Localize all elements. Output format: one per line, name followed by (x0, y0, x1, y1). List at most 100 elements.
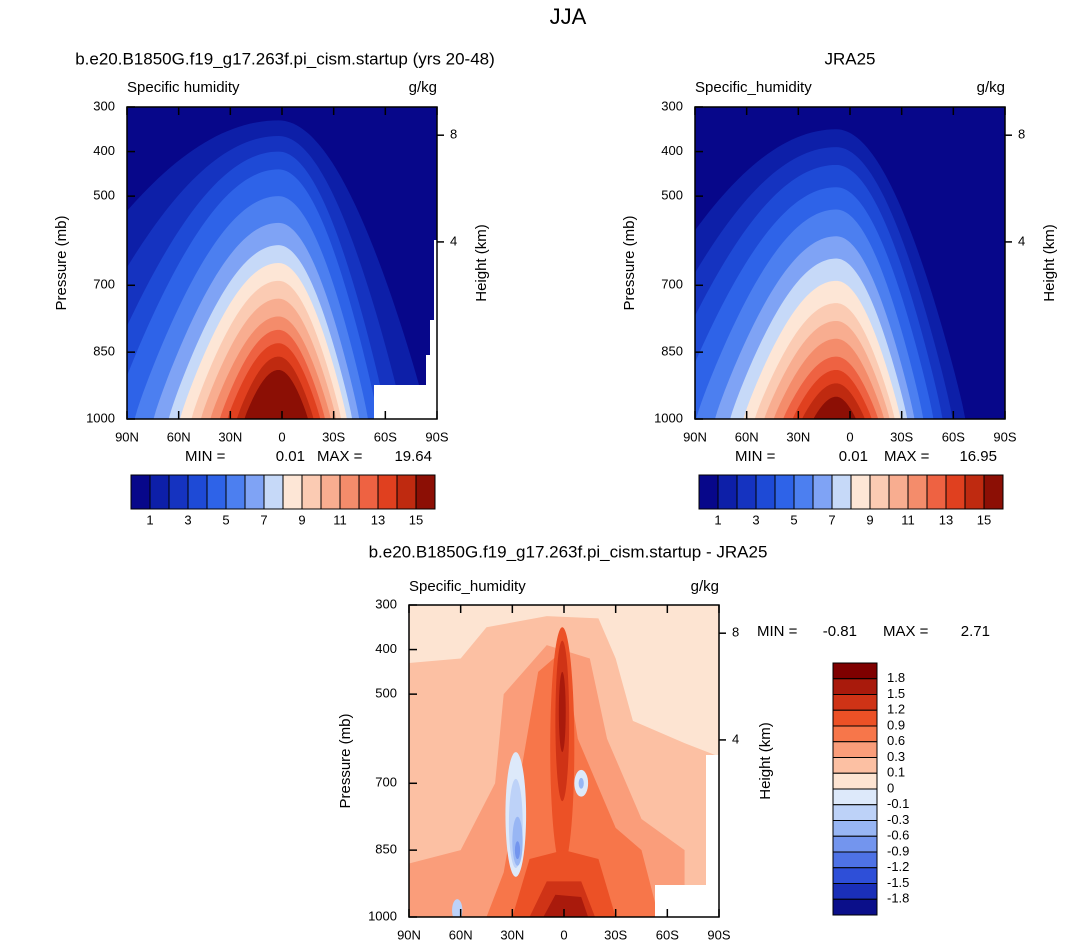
colorbar-label: 0.9 (887, 717, 905, 732)
colorbar-box (736, 474, 757, 510)
y2-axis-label: Height (km) (473, 224, 490, 302)
colorbar-box (926, 474, 947, 510)
max-value: 16.95 (959, 448, 997, 465)
contour-fill (558, 671, 566, 753)
contour-field (127, 107, 437, 419)
x-tick-label: 90S (707, 927, 730, 942)
colorbar-label: 5 (222, 512, 229, 527)
units: g/kg (977, 79, 1005, 96)
x-tick-label: 90N (397, 927, 421, 942)
y-tick-label: 500 (375, 686, 397, 701)
colorbar-label: 9 (866, 512, 873, 527)
colorbar-label: 0 (887, 780, 894, 795)
units: g/kg (691, 578, 719, 595)
max-label: MAX = (884, 448, 930, 465)
contour-fill (452, 899, 463, 917)
x-tick-label: 60N (449, 927, 473, 942)
colorbar-label: -1.8 (887, 891, 909, 906)
colorbar-label: -1.5 (887, 875, 909, 890)
colorbar-box (793, 474, 814, 510)
colorbar-label: 11 (901, 512, 915, 527)
y-tick-label: 300 (661, 98, 683, 113)
colorbar-box (377, 474, 398, 510)
y2-tick-label: 8 (732, 625, 739, 640)
colorbar-box (187, 474, 208, 510)
colorbar-label: 13 (371, 512, 385, 527)
colorbar-box (832, 678, 878, 695)
colorbar-label: 3 (752, 512, 759, 527)
colorbar-box (832, 835, 878, 853)
y-tick-label: 500 (93, 188, 115, 203)
colorbar-label: -0.6 (887, 828, 909, 843)
y2-tick-label: 4 (732, 731, 739, 746)
colorbar-box (168, 474, 189, 510)
colorbar-label: -0.3 (887, 812, 909, 827)
variable-name: Specific humidity (127, 79, 240, 96)
colorbar-label: 3 (184, 512, 191, 527)
y-tick-label: 400 (93, 143, 115, 158)
colorbar-box (832, 757, 878, 774)
colorbar-box (717, 474, 738, 510)
colorbar-label: 15 (977, 512, 991, 527)
y-tick-label: 850 (375, 842, 397, 857)
x-tick-label: 30S (322, 429, 345, 444)
x-tick-label: 90N (683, 429, 707, 444)
x-tick-label: 60S (656, 927, 679, 942)
min-label: MIN = (735, 448, 776, 465)
colorbar-box (415, 474, 436, 510)
panel-title: JRA25 (824, 49, 875, 68)
colorbar-box (850, 474, 871, 510)
missing-data (706, 755, 719, 917)
max-label: MAX = (883, 623, 929, 640)
y-tick-label: 400 (375, 641, 397, 656)
colorbar-label: 7 (828, 512, 835, 527)
x-tick-label: 0 (560, 927, 567, 942)
colorbar-box (831, 474, 852, 510)
contour-fill (543, 894, 589, 917)
x-tick-label: 0 (278, 429, 285, 444)
contour-fill (514, 841, 521, 860)
colorbar-box (320, 474, 341, 510)
y-tick-label: 1000 (368, 908, 397, 923)
colorbar-label: 5 (790, 512, 797, 527)
colorbar-box (339, 474, 360, 510)
y-tick-label: 700 (93, 277, 115, 292)
y-axis-label: Pressure (mb) (53, 215, 70, 310)
x-tick-label: 30S (890, 429, 913, 444)
colorbar-box (358, 474, 379, 510)
x-tick-label: 90S (993, 429, 1016, 444)
contour-fill (244, 369, 309, 419)
colorbar-box (130, 474, 151, 510)
min-label: MIN = (757, 623, 798, 640)
x-tick-label: 60N (735, 429, 759, 444)
panel-title: b.e20.B1850G.f19_g17.263f.pi_cism.startu… (75, 49, 495, 68)
colorbar-label: 1.2 (887, 702, 905, 717)
colorbar-box (301, 474, 322, 510)
variable-name: Specific_humidity (409, 578, 526, 595)
x-tick-label: 30N (218, 429, 242, 444)
colorbar-box (149, 474, 170, 510)
colorbar-label: 1 (714, 512, 721, 527)
missing-data (434, 240, 437, 419)
y-tick-label: 300 (93, 98, 115, 113)
max-label: MAX = (317, 448, 363, 465)
y-tick-label: 1000 (86, 410, 115, 425)
min-value: 0.01 (276, 448, 305, 465)
colorbar-label: 1 (146, 512, 153, 527)
panel-title: b.e20.B1850G.f19_g17.263f.pi_cism.startu… (369, 542, 768, 561)
x-tick-label: 90S (425, 429, 448, 444)
y-tick-label: 1000 (654, 410, 683, 425)
colorbar-label: -0.1 (887, 796, 909, 811)
y-tick-label: 850 (93, 344, 115, 359)
colorbar-box (832, 867, 878, 884)
colorbar-label: 0.6 (887, 733, 905, 748)
colorbar-label: 0.1 (887, 765, 905, 780)
colorbar-box (964, 474, 985, 510)
colorbar-box (396, 474, 417, 510)
x-tick-label: 30N (786, 429, 810, 444)
colorbar-box (832, 820, 878, 837)
colorbar-box (907, 474, 928, 510)
colorbar-box (698, 474, 719, 510)
colorbar-label: 13 (939, 512, 953, 527)
